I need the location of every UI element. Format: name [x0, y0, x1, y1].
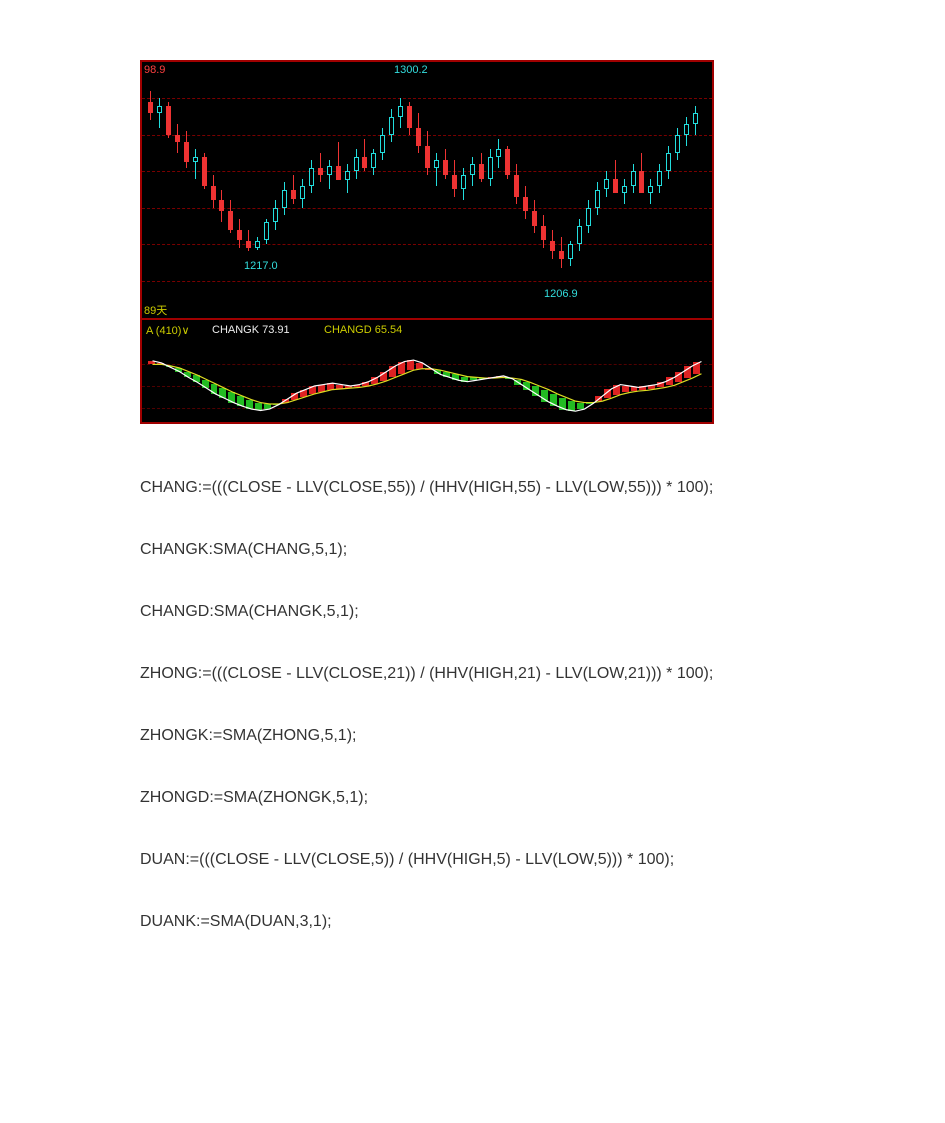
- price-gridline: [142, 244, 712, 245]
- price-label: 1300.2: [394, 64, 428, 76]
- formula-line: DUAN:=(((CLOSE - LLV(CLOSE,5)) / (HHV(HI…: [140, 851, 805, 869]
- price-label: 1217.0: [244, 260, 278, 272]
- price-gridline: [142, 208, 712, 209]
- price-gridline: [142, 281, 712, 282]
- formula-line: CHANGK:SMA(CHANG,5,1);: [140, 541, 805, 559]
- formula-line: CHANGD:SMA(CHANGK,5,1);: [140, 603, 805, 621]
- price-label: 98.9: [144, 64, 165, 76]
- formula-list: CHANG:=(((CLOSE - LLV(CLOSE,55)) / (HHV(…: [140, 479, 805, 931]
- price-label: 1206.9: [544, 288, 578, 300]
- chart-container: 98.9 1300.2 1217.0 1206.9 89天 A (410)∨CHANGK…: [140, 60, 714, 424]
- price-chart-pane: 98.9 1300.2 1217.0 1206.9 89天: [142, 62, 712, 317]
- price-gridline: [142, 98, 712, 99]
- page-root: 98.9 1300.2 1217.0 1206.9 89天 A (410)∨CHANGK…: [0, 0, 945, 1015]
- formula-line: ZHONG:=(((CLOSE - LLV(CLOSE,21)) / (HHV(…: [140, 665, 805, 683]
- indicator-lines: [142, 322, 712, 422]
- formula-line: ZHONGD:=SMA(ZHONGK,5,1);: [140, 789, 805, 807]
- changd-line: [153, 364, 702, 404]
- formula-line: ZHONGK:=SMA(ZHONG,5,1);: [140, 727, 805, 745]
- changk-line: [153, 360, 702, 411]
- formula-line: DUANK:=SMA(DUAN,3,1);: [140, 913, 805, 931]
- pane-divider: [142, 318, 712, 320]
- price-label: 89天: [144, 302, 167, 318]
- formula-line: CHANG:=(((CLOSE - LLV(CLOSE,55)) / (HHV(…: [140, 479, 805, 497]
- indicator-pane: A (410)∨CHANGK 73.91CHANGD 65.54: [142, 322, 712, 422]
